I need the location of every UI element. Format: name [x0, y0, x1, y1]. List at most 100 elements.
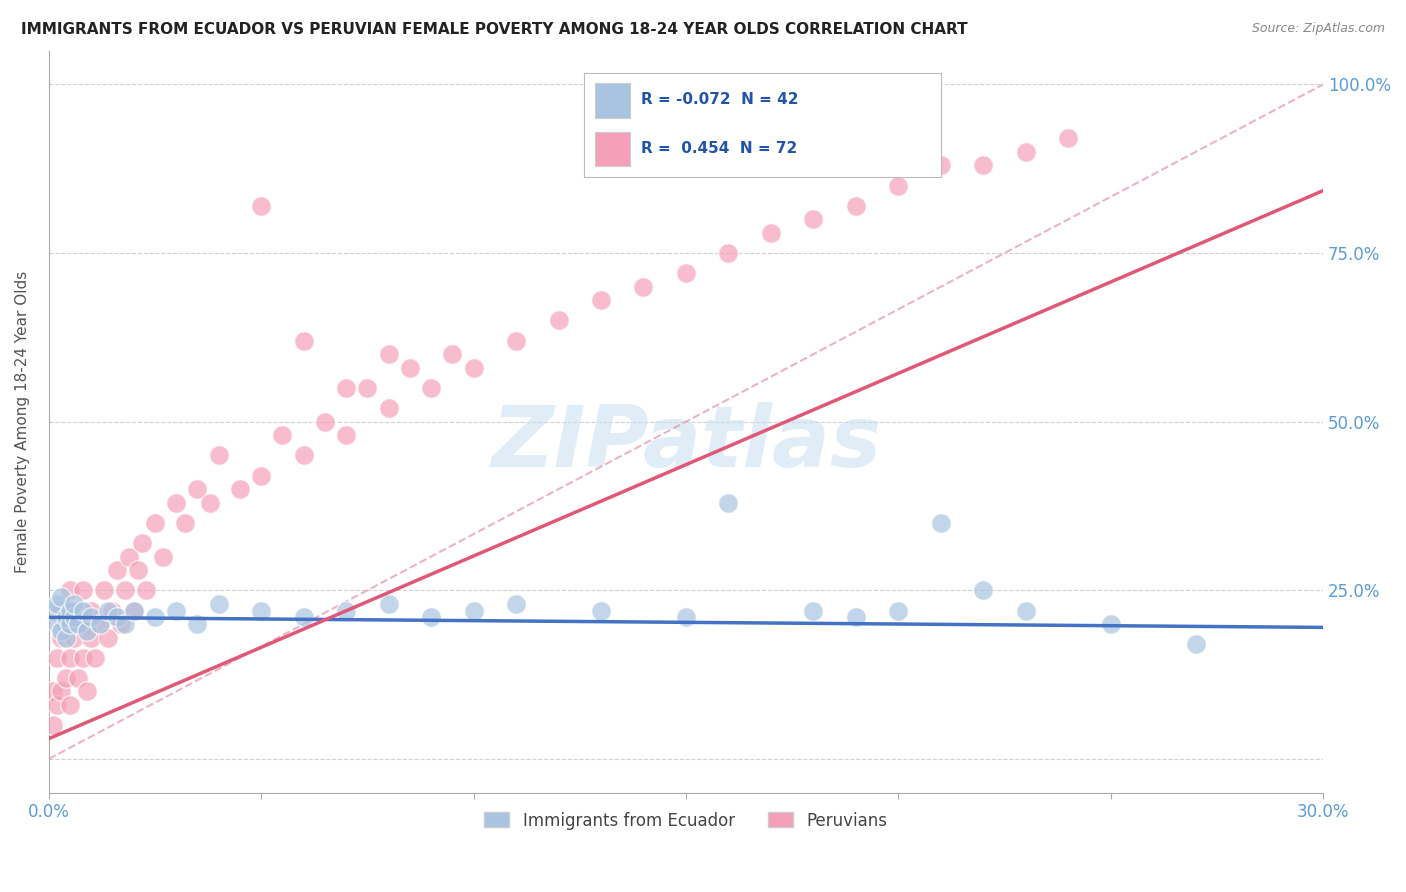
Point: [1015, 145, 1038, 159]
Text: Source: ZipAtlas.com: Source: ZipAtlas.com: [1251, 22, 1385, 36]
Point: [80, 631, 103, 645]
Point: [335, 603, 357, 617]
Point: [118, 549, 141, 564]
Point: [929, 158, 952, 172]
Point: [717, 495, 740, 509]
Point: [76, 684, 98, 698]
Point: [51, 631, 73, 645]
Point: [105, 610, 128, 624]
Point: [250, 468, 273, 483]
Point: [845, 199, 868, 213]
Point: [93, 583, 115, 598]
Point: [633, 279, 655, 293]
Text: IMMIGRANTS FROM ECUADOR VS PERUVIAN FEMALE POVERTY AMONG 18-24 YEAR OLDS CORRELA: IMMIGRANTS FROM ECUADOR VS PERUVIAN FEMA…: [21, 22, 967, 37]
Point: [67, 671, 90, 685]
Point: [292, 449, 315, 463]
Point: [208, 449, 231, 463]
Point: [59, 603, 82, 617]
Point: [250, 199, 273, 213]
Point: [135, 583, 157, 598]
Point: [1184, 637, 1206, 651]
Point: [250, 603, 273, 617]
Point: [51, 684, 73, 698]
Point: [72, 583, 94, 598]
Point: [292, 610, 315, 624]
Point: [55, 617, 77, 632]
Point: [89, 617, 111, 632]
Point: [1015, 603, 1038, 617]
Y-axis label: Female Poverty Among 18-24 Year Olds: Female Poverty Among 18-24 Year Olds: [15, 270, 30, 573]
Point: [547, 313, 569, 327]
Text: ZIPatlas: ZIPatlas: [491, 402, 882, 485]
Point: [46, 617, 69, 632]
Point: [675, 610, 697, 624]
Point: [972, 158, 994, 172]
Point: [42, 718, 65, 732]
Point: [76, 617, 98, 632]
Point: [929, 516, 952, 530]
Point: [72, 603, 94, 617]
Point: [110, 617, 132, 632]
Point: [89, 617, 111, 632]
Point: [46, 650, 69, 665]
Point: [143, 610, 166, 624]
Point: [63, 603, 86, 617]
Point: [42, 603, 65, 617]
Point: [165, 495, 187, 509]
Point: [72, 650, 94, 665]
Point: [759, 226, 782, 240]
Point: [114, 583, 136, 598]
Point: [377, 347, 399, 361]
Point: [122, 603, 145, 617]
Point: [803, 603, 825, 617]
Point: [152, 549, 174, 564]
Point: [186, 482, 208, 496]
Point: [59, 583, 82, 598]
Point: [59, 617, 82, 632]
Point: [63, 597, 86, 611]
Point: [97, 631, 120, 645]
Point: [589, 603, 612, 617]
Point: [63, 631, 86, 645]
Point: [55, 671, 77, 685]
Point: [114, 617, 136, 632]
Point: [887, 603, 910, 617]
Point: [335, 381, 357, 395]
Point: [589, 293, 612, 308]
Point: [505, 334, 527, 348]
Point: [143, 516, 166, 530]
Point: [51, 624, 73, 638]
Point: [314, 415, 336, 429]
Point: [173, 516, 195, 530]
Point: [59, 698, 82, 712]
Point: [46, 698, 69, 712]
Point: [51, 590, 73, 604]
Point: [335, 428, 357, 442]
Point: [84, 650, 107, 665]
Point: [229, 482, 252, 496]
Point: [420, 610, 443, 624]
Point: [717, 246, 740, 260]
Point: [80, 603, 103, 617]
Point: [845, 610, 868, 624]
Point: [59, 650, 82, 665]
Point: [208, 597, 231, 611]
Point: [803, 212, 825, 227]
Point: [55, 610, 77, 624]
Point: [63, 610, 86, 624]
Point: [887, 178, 910, 193]
Point: [51, 603, 73, 617]
Point: [271, 428, 294, 442]
Point: [1099, 617, 1122, 632]
Point: [292, 334, 315, 348]
Point: [131, 536, 153, 550]
Point: [377, 597, 399, 611]
Point: [1057, 131, 1080, 145]
Point: [356, 381, 378, 395]
Point: [101, 603, 124, 617]
Point: [42, 684, 65, 698]
Point: [76, 624, 98, 638]
Point: [80, 610, 103, 624]
Point: [420, 381, 443, 395]
Point: [127, 563, 149, 577]
